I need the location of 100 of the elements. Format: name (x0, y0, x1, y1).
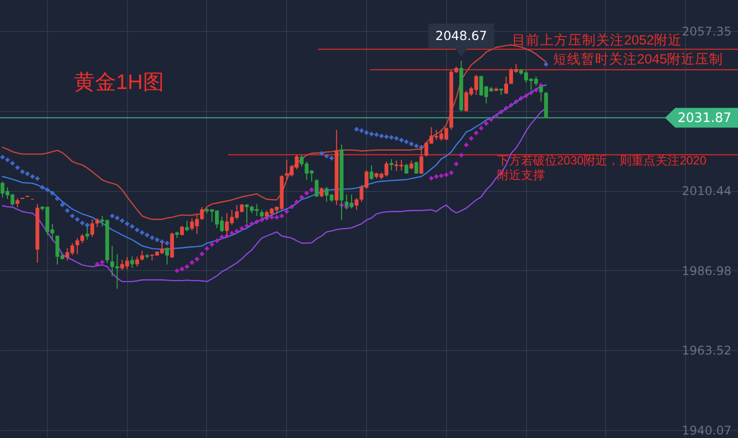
candlestick (180, 225, 184, 236)
point (45, 188, 50, 192)
ref-line-label: 目前上方压制关注2052附近 (512, 32, 682, 48)
point (454, 162, 458, 166)
point (100, 260, 104, 264)
point (379, 134, 384, 138)
point (150, 236, 154, 240)
point (10, 161, 15, 166)
point (164, 241, 170, 246)
point (250, 222, 254, 226)
point (439, 174, 444, 178)
point (364, 130, 369, 135)
point (459, 152, 464, 158)
point (429, 176, 434, 180)
line-series (2, 108, 547, 282)
point (204, 246, 210, 251)
point (244, 224, 249, 228)
ref-line-label: 2031.87 (678, 110, 732, 126)
point (210, 242, 214, 247)
point (399, 138, 404, 142)
point (55, 196, 60, 201)
point (508, 102, 514, 108)
point (409, 142, 414, 146)
ref-line-label: 短线暂时关注2045附近压制 (553, 52, 724, 67)
point (0, 154, 5, 160)
point (489, 117, 494, 122)
point (120, 218, 124, 223)
point (180, 266, 184, 272)
candlestick (404, 163, 408, 174)
point (300, 195, 304, 200)
point (524, 94, 528, 98)
point (35, 176, 40, 181)
point (220, 234, 224, 240)
y-tick-label: 1963.52 (682, 344, 732, 358)
point (174, 268, 180, 273)
point (514, 100, 518, 104)
point (110, 214, 114, 218)
point (30, 174, 35, 179)
point (70, 214, 74, 218)
point (404, 140, 409, 144)
point (65, 208, 70, 213)
text: 黄金1H图 (74, 71, 164, 94)
point (354, 127, 359, 132)
candlestick (90, 218, 94, 238)
point (389, 135, 394, 140)
point (200, 252, 204, 256)
point (190, 260, 194, 265)
candlestick (370, 164, 374, 180)
point (479, 126, 484, 130)
point (130, 224, 134, 229)
point (518, 96, 524, 100)
point (474, 130, 478, 136)
candlestick (135, 256, 140, 268)
y-tick-label: 1986.98 (682, 264, 732, 278)
point (434, 174, 438, 179)
point (95, 262, 100, 266)
candlestick (320, 186, 324, 198)
point (125, 222, 130, 226)
point (5, 158, 10, 162)
point (310, 188, 314, 192)
point (290, 204, 294, 209)
point (464, 142, 468, 147)
point (184, 264, 190, 269)
point (528, 90, 534, 95)
y-tick-label: 2010.44 (682, 184, 732, 198)
point (25, 172, 30, 176)
point (280, 214, 284, 218)
point (194, 257, 200, 262)
point (374, 132, 379, 137)
point (484, 121, 488, 126)
point (240, 226, 244, 231)
point (444, 172, 448, 177)
point (234, 229, 239, 234)
point (154, 238, 160, 242)
point (144, 232, 150, 238)
point (80, 220, 84, 226)
point (449, 170, 454, 175)
candlestick (390, 158, 394, 171)
point (284, 209, 289, 214)
y-tick-label: 2057.35 (682, 24, 732, 39)
candlestick (200, 206, 204, 221)
point (214, 238, 220, 243)
candlestick (130, 256, 134, 268)
point (260, 218, 264, 222)
point (544, 62, 548, 66)
point (384, 134, 389, 139)
point (294, 200, 299, 204)
candlestick (165, 246, 169, 266)
point (324, 154, 329, 158)
point (20, 170, 25, 174)
point (499, 110, 504, 114)
point (369, 132, 374, 136)
candlestick (185, 220, 189, 232)
point (469, 136, 474, 141)
point (359, 128, 364, 133)
annotation: 2048.67 (435, 28, 488, 44)
point (304, 191, 309, 196)
candlestick (140, 250, 144, 261)
candlestick (354, 197, 358, 210)
candlestick (170, 232, 174, 258)
